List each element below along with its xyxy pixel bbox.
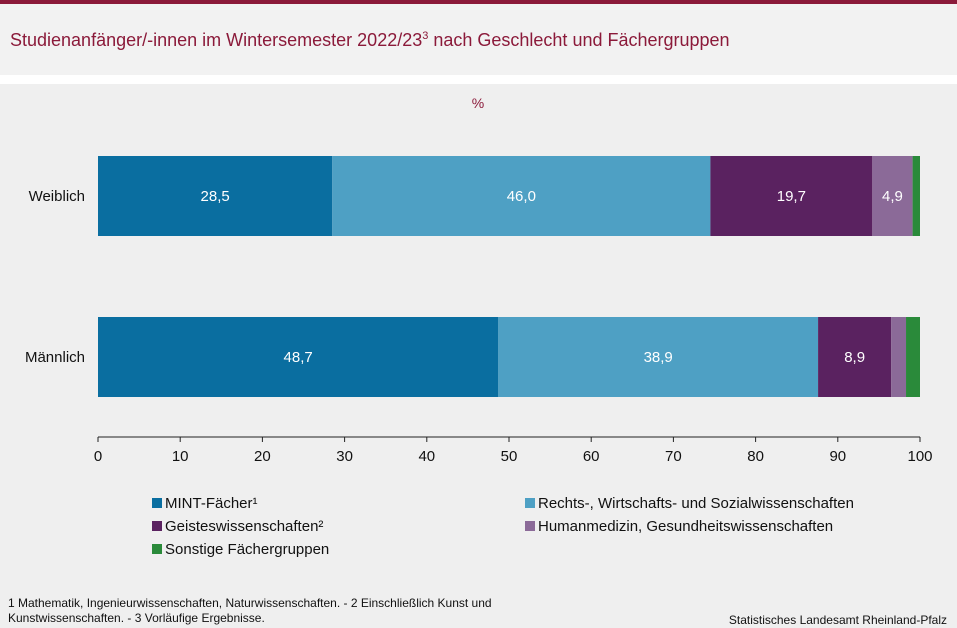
legend-swatch [152,544,162,554]
data-label: 38,9 [644,349,673,366]
x-tick-label: 60 [583,448,600,465]
legend-label: Rechts-, Wirtschafts- und Sozialwissensc… [538,495,854,512]
bar-segment [98,317,499,397]
bar-segment [98,156,333,236]
x-tick-label: 80 [747,448,764,465]
legend-label: MINT-Fächer¹ [165,495,258,512]
x-tick-label: 70 [665,448,682,465]
category-label: Weiblich [29,188,85,205]
x-tick-label: 0 [94,448,102,465]
data-label: 46,0 [507,188,536,205]
bar-segment [872,156,913,236]
data-label: 8,9 [844,349,865,366]
unit-label: % [472,95,484,111]
category-label: Männlich [25,349,85,366]
legend-label: Sonstige Fächergruppen [165,541,329,558]
footnote: 1 Mathematik, Ingenieurwissenschaften, N… [8,596,492,625]
bar-segment [912,156,920,236]
top-accent-bar [0,0,957,4]
bar-segment [891,317,907,397]
data-label: 19,7 [777,188,806,205]
header-separator [0,75,957,84]
legend-swatch [525,498,535,508]
x-tick-label: 90 [829,448,846,465]
x-tick-label: 10 [172,448,189,465]
bar-segment [332,156,711,236]
legend-swatch [525,521,535,531]
x-tick-label: 30 [336,448,353,465]
x-tick-label: 20 [254,448,271,465]
legend-swatch [152,498,162,508]
legend-swatch [152,521,162,531]
data-label: 28,5 [201,188,230,205]
data-label: 48,7 [284,349,313,366]
bar-segment [906,317,920,397]
x-tick-label: 50 [501,448,518,465]
chart-title: Studienanfänger/-innen im Wintersemester… [10,30,730,50]
legend-label: Geisteswissenschaften² [165,518,323,535]
data-label: 4,9 [882,188,903,205]
source-credit: Statistisches Landesamt Rheinland-Pfalz [728,613,947,627]
bar-segment [710,156,873,236]
x-tick-label: 40 [418,448,435,465]
legend-label: Humanmedizin, Gesundheitswissenschaften [538,518,833,535]
bar-segment [498,317,819,397]
x-tick-label: 100 [907,448,932,465]
bar-segment [818,317,892,397]
chart-header: Studienanfänger/-innen im Wintersemester… [0,4,957,75]
